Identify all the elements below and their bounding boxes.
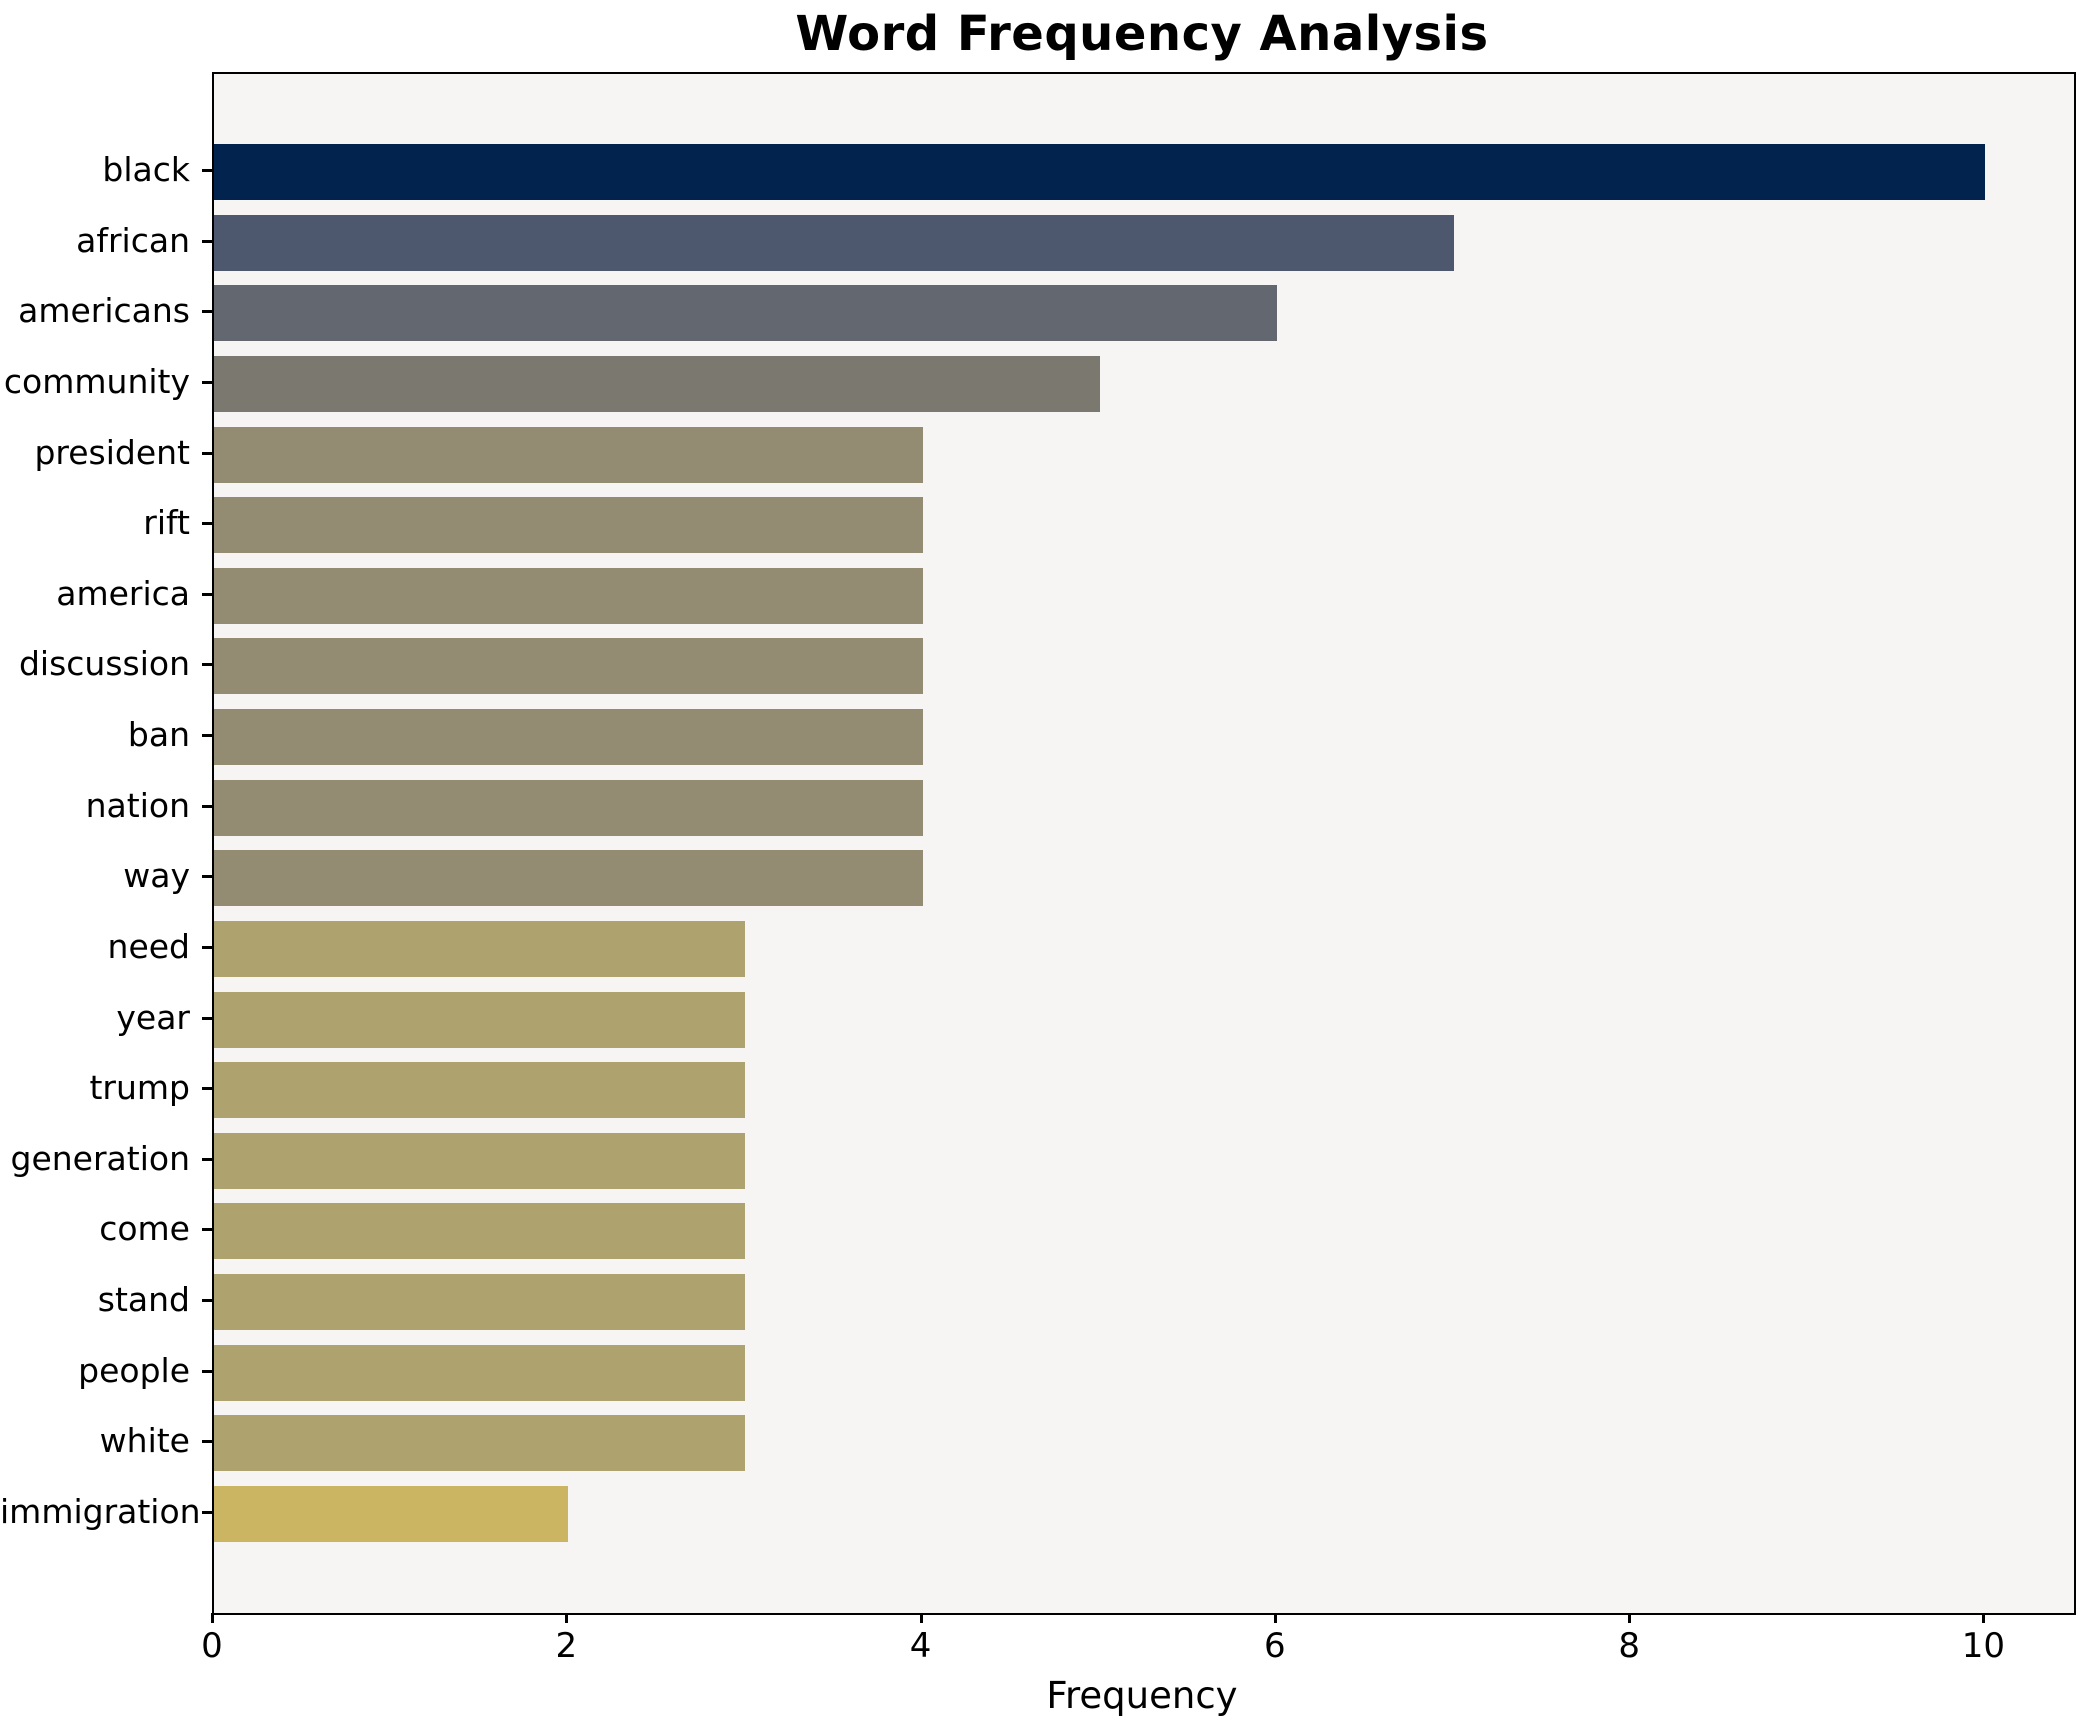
bar-nation: [214, 779, 923, 836]
y-axis-label: community: [3, 361, 190, 401]
x-tick-label: 10: [1961, 1626, 2006, 1666]
bar-president: [214, 426, 923, 483]
bar-people: [214, 1344, 746, 1401]
y-tick: [202, 1369, 212, 1373]
bar-rift: [214, 497, 923, 554]
y-axis-label: discussion: [18, 644, 190, 684]
x-tick: [919, 1613, 923, 1623]
y-axis-label: year: [116, 997, 190, 1037]
chart-title: Word Frequency Analysis: [795, 6, 1489, 62]
y-tick: [202, 734, 212, 738]
bar-white: [214, 1415, 746, 1472]
x-tick: [211, 1613, 214, 1623]
y-tick: [202, 169, 212, 172]
bar-need: [214, 920, 746, 977]
y-tick: [202, 804, 212, 808]
y-tick: [202, 1087, 212, 1091]
bar-america: [214, 567, 923, 624]
y-tick: [202, 1016, 212, 1020]
y-tick: [202, 1510, 212, 1514]
y-axis-label: black: [102, 150, 190, 189]
bar-come: [214, 1203, 746, 1260]
bar-stand: [214, 1274, 746, 1331]
y-tick: [202, 945, 212, 949]
y-tick: [202, 663, 212, 667]
bar-trump: [214, 1062, 746, 1119]
bar-ban: [214, 709, 923, 766]
y-axis-label: immigration: [0, 1491, 201, 1531]
y-axis-label: america: [56, 573, 190, 613]
x-tick-label: 0: [201, 1626, 223, 1666]
y-tick: [202, 1228, 212, 1232]
x-tick-label: 8: [1618, 1626, 1640, 1666]
plot-area: [212, 72, 2076, 1615]
y-axis-label: trump: [89, 1068, 190, 1108]
y-tick: [202, 380, 212, 384]
y-tick: [202, 1440, 212, 1444]
bar-immigration: [214, 1485, 569, 1542]
y-tick: [202, 239, 212, 243]
bar-black: [214, 144, 1986, 200]
y-tick: [202, 592, 212, 596]
y-axis-label: stand: [97, 1280, 190, 1320]
bar-discussion: [214, 638, 923, 695]
y-tick: [202, 451, 212, 455]
bar-african: [214, 214, 1454, 271]
x-tick: [1273, 1613, 1277, 1623]
bar-americans: [214, 285, 1277, 342]
y-tick: [202, 310, 212, 314]
x-tick: [565, 1613, 569, 1623]
x-tick: [1982, 1613, 1986, 1623]
y-axis-label: rift: [143, 503, 190, 543]
y-axis-label: white: [99, 1421, 190, 1461]
y-axis-label: come: [99, 1209, 190, 1249]
y-tick: [202, 1157, 212, 1161]
x-tick-label: 2: [555, 1626, 578, 1666]
y-axis-label: need: [107, 926, 190, 966]
y-axis-label: ban: [127, 715, 190, 755]
y-tick: [202, 1299, 212, 1303]
y-axis-label: generation: [10, 1138, 190, 1178]
y-axis-label: african: [76, 220, 190, 260]
y-axis-label: nation: [85, 785, 190, 825]
bar-way: [214, 850, 923, 907]
y-tick: [202, 522, 212, 526]
x-tick-label: 4: [909, 1626, 932, 1666]
y-axis-label: americans: [18, 291, 190, 331]
bar-year: [214, 991, 746, 1048]
y-axis-label: people: [78, 1350, 190, 1390]
x-tick: [1628, 1613, 1632, 1623]
y-axis-label: president: [34, 432, 190, 472]
y-tick: [202, 875, 212, 879]
x-tick-label: 6: [1264, 1626, 1286, 1666]
bar-generation: [214, 1132, 746, 1189]
y-axis-label: way: [123, 856, 190, 896]
bar-community: [214, 355, 1100, 412]
x-axis-title: Frequency: [1046, 1674, 1238, 1717]
